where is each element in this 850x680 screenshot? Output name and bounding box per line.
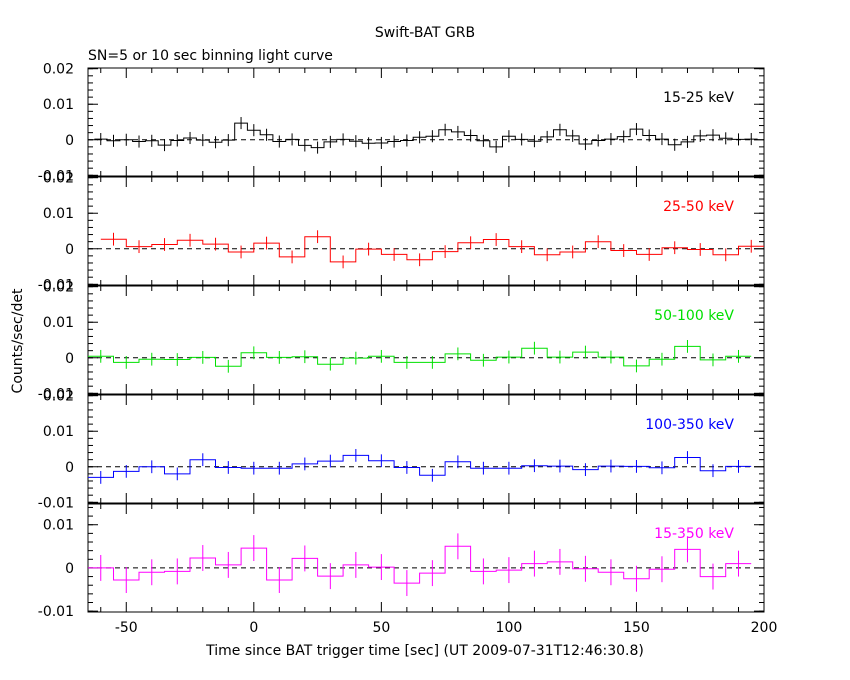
x-tick-label: 0 [249, 620, 258, 636]
y-tick-label: 0 [65, 242, 74, 258]
energy-band-label: 25-50 keV [663, 199, 734, 215]
chart-title: Swift-BAT GRB [375, 25, 475, 41]
x-tick-label: -50 [115, 620, 138, 636]
y-tick-label: -0.01 [38, 168, 74, 184]
y-tick-label: 0.01 [43, 518, 74, 534]
x-tick-label: 100 [496, 620, 523, 636]
energy-band-label: 15-25 keV [663, 90, 734, 106]
panel-frame [87, 503, 765, 613]
y-tick-label: 0.01 [43, 206, 74, 222]
panel-frame [87, 285, 765, 395]
x-tick-label: 150 [623, 620, 650, 636]
energy-band-label: 50-100 keV [654, 308, 734, 324]
y-tick-label: -0.01 [38, 495, 74, 511]
y-tick-label: 0 [65, 561, 74, 577]
y-tick-label: 0.01 [43, 315, 74, 331]
y-tick-label: 0.02 [43, 389, 74, 405]
panel-frame [87, 394, 765, 504]
energy-band-label: 100-350 keV [645, 417, 734, 433]
energy-band-label: 15-350 keV [654, 526, 734, 542]
light-curve-series [94, 122, 758, 149]
panel-frame [87, 176, 765, 286]
y-axis-label: Counts/sec/det [10, 288, 26, 393]
y-tick-label: 0.02 [43, 171, 74, 187]
y-tick-label: 0.01 [43, 424, 74, 440]
y-tick-label: 0 [65, 460, 74, 476]
y-tick-label: -0.01 [38, 386, 74, 402]
light-curve-series [100, 236, 764, 263]
chart-subtitle: SN=5 or 10 sec binning light curve [88, 48, 333, 64]
panels-group: 0.02 0.01 0 -0.01 15-25 keV 0.02 0.01 0 -0.01 25-… [38, 62, 778, 636]
light-curve-series [88, 545, 752, 584]
light-curve-series [88, 454, 752, 478]
x-tick-label: 200 [751, 620, 778, 636]
y-tick-label: 0.02 [43, 280, 74, 296]
y-tick-label: 0 [65, 133, 74, 149]
light-curve-series [88, 345, 752, 367]
x-tick-label: 50 [372, 620, 390, 636]
y-tick-label: 0.02 [43, 62, 74, 78]
panel-frame [87, 67, 765, 177]
y-tick-label: 0.01 [43, 97, 74, 113]
y-tick-label: -0.01 [38, 604, 74, 620]
y-tick-label: 0 [65, 351, 74, 367]
y-tick-label: -0.01 [38, 277, 74, 293]
x-axis-label: Time since BAT trigger time [sec] (UT 20… [205, 643, 644, 659]
